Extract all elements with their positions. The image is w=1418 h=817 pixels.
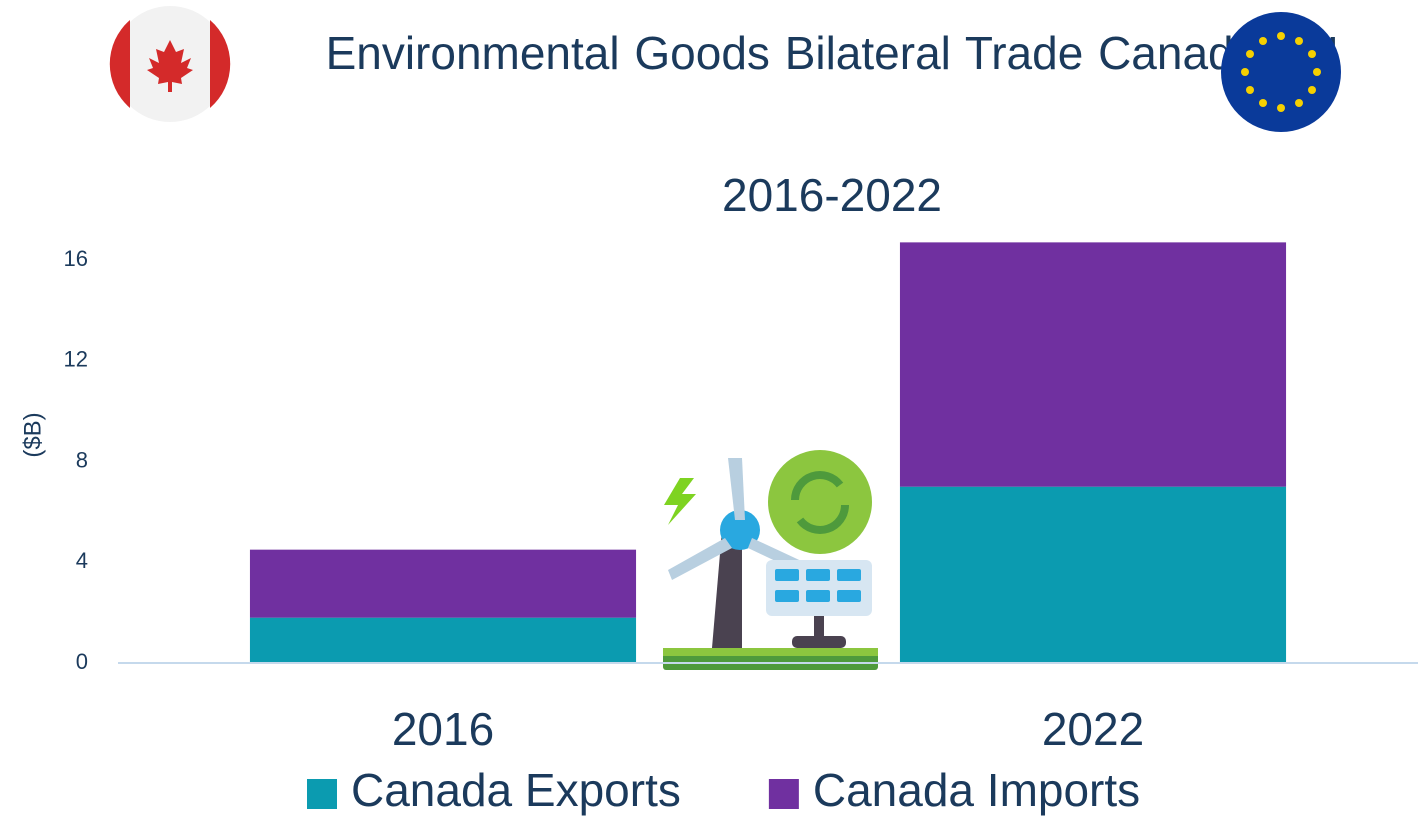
y-tick-label: 8 <box>76 447 88 472</box>
legend-swatch <box>307 779 337 809</box>
bar-segment <box>899 486 1287 663</box>
x-tick-label: 2022 <box>1042 703 1144 755</box>
legend-swatch <box>768 779 799 809</box>
chart-subtitle: 2016-2022 <box>722 169 942 221</box>
energy-icon <box>663 450 878 670</box>
bar-segment <box>249 617 637 663</box>
canada-flag <box>109 6 231 122</box>
x-tick-label: 2016 <box>392 703 494 755</box>
eu-flag <box>1221 12 1341 132</box>
y-tick-label: 16 <box>64 246 88 271</box>
y-tick-label: 12 <box>64 347 88 372</box>
bar-segment <box>249 549 637 618</box>
legend-label: Canada Exports <box>351 764 681 816</box>
y-axis-label: ($B) <box>19 412 46 457</box>
legend-label: Canada Imports <box>813 764 1140 816</box>
chart-title: Environmental Goods Bilateral Trade Cana… <box>325 27 1339 79</box>
y-tick-label: 4 <box>76 548 88 573</box>
y-tick-label: 0 <box>76 649 88 674</box>
bar-segment <box>899 242 1287 487</box>
